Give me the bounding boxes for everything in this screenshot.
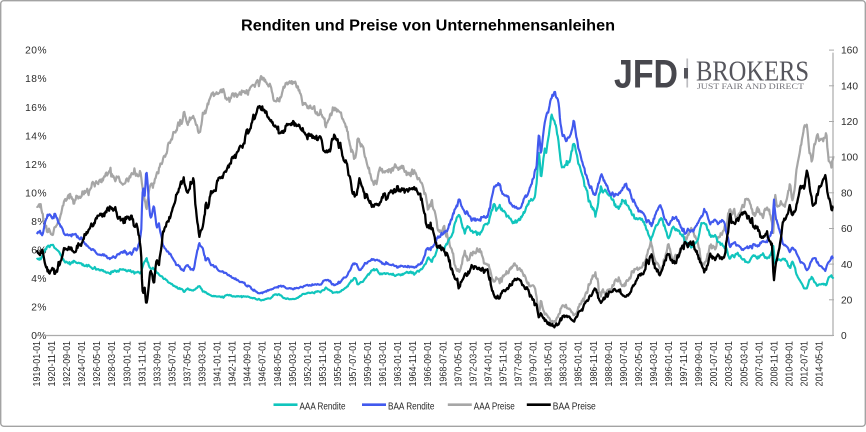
svg-text:JFD: JFD	[614, 53, 678, 97]
svg-text:1941-01-01: 1941-01-01	[213, 341, 224, 387]
svg-text:1935-07-01: 1935-07-01	[167, 341, 178, 387]
svg-text:1992-05-01: 1992-05-01	[634, 341, 645, 387]
svg-text:1974-01-01: 1974-01-01	[483, 341, 494, 387]
svg-text:1997-11-01: 1997-11-01	[679, 341, 690, 387]
svg-text:AAA Rendite: AAA Rendite	[300, 402, 346, 413]
svg-text:1922-09-01: 1922-09-01	[62, 341, 73, 387]
svg-text:1953-11-01: 1953-11-01	[318, 341, 329, 387]
svg-text:2010-09-01: 2010-09-01	[784, 341, 795, 387]
svg-text:1983-03-01: 1983-03-01	[559, 341, 570, 387]
svg-text:40: 40	[841, 260, 853, 271]
svg-text:1920-11-01: 1920-11-01	[47, 341, 58, 387]
svg-text:BAA Preise: BAA Preise	[553, 402, 596, 413]
svg-text:1924-07-01: 1924-07-01	[77, 341, 88, 387]
svg-text:1937-05-01: 1937-05-01	[183, 341, 194, 387]
svg-text:2%: 2%	[31, 303, 47, 314]
svg-text:1952-01-01: 1952-01-01	[303, 341, 314, 387]
svg-text:1944-09-01: 1944-09-01	[243, 341, 254, 387]
svg-text:160: 160	[841, 46, 858, 57]
svg-text:2005-03-01: 2005-03-01	[739, 341, 750, 387]
svg-text:1933-09-01: 1933-09-01	[152, 341, 163, 387]
svg-text:2014-05-01: 2014-05-01	[815, 341, 826, 387]
svg-text:1999-09-01: 1999-09-01	[694, 341, 705, 387]
svg-text:4%: 4%	[31, 274, 47, 285]
svg-text:1948-05-01: 1948-05-01	[273, 341, 284, 387]
svg-text:1928-03-01: 1928-03-01	[107, 341, 118, 387]
svg-text:1972-03-01: 1972-03-01	[468, 341, 479, 387]
svg-text:1977-09-01: 1977-09-01	[514, 341, 525, 387]
svg-text:8%: 8%	[31, 217, 47, 228]
svg-text:2012-07-01: 2012-07-01	[799, 341, 810, 387]
svg-text:80: 80	[841, 188, 853, 199]
svg-text:1996-01-01: 1996-01-01	[664, 341, 675, 387]
svg-text:Renditen und Preise von Untern: Renditen und Preise von Unternehmensanle…	[241, 18, 615, 35]
svg-text:1959-05-01: 1959-05-01	[363, 341, 374, 387]
svg-text:1942-11-01: 1942-11-01	[228, 341, 239, 387]
svg-text:1968-07-01: 1968-07-01	[438, 341, 449, 387]
svg-text:1963-01-01: 1963-01-01	[393, 341, 404, 387]
svg-text:BAA Rendite: BAA Rendite	[388, 402, 435, 413]
svg-text:2003-05-01: 2003-05-01	[724, 341, 735, 387]
svg-text:14%: 14%	[25, 131, 47, 142]
svg-text:1950-03-01: 1950-03-01	[288, 341, 299, 387]
svg-text:18%: 18%	[25, 74, 47, 85]
svg-text:1931-11-01: 1931-11-01	[137, 341, 148, 387]
svg-text:1964-11-01: 1964-11-01	[408, 341, 419, 387]
svg-text:16%: 16%	[25, 103, 47, 114]
svg-text:1961-03-01: 1961-03-01	[378, 341, 389, 387]
svg-text:60: 60	[841, 224, 853, 235]
svg-text:2001-07-01: 2001-07-01	[709, 341, 720, 387]
svg-text:1946-07-01: 1946-07-01	[258, 341, 269, 387]
svg-text:1981-05-01: 1981-05-01	[544, 341, 555, 387]
svg-text:1957-07-01: 1957-07-01	[348, 341, 359, 387]
svg-text:1986-11-01: 1986-11-01	[589, 341, 600, 387]
svg-text:0%: 0%	[31, 331, 47, 342]
svg-text:20%: 20%	[25, 46, 47, 57]
svg-text:140: 140	[841, 81, 858, 92]
svg-text:1985-01-01: 1985-01-01	[574, 341, 585, 387]
svg-text:1979-07-01: 1979-07-01	[529, 341, 540, 387]
svg-text:AAA Preise: AAA Preise	[474, 402, 515, 413]
svg-text:1975-11-01: 1975-11-01	[499, 341, 510, 387]
svg-text:0: 0	[841, 331, 847, 342]
svg-text:1919-01-01: 1919-01-01	[32, 341, 43, 387]
svg-text:BROKERS: BROKERS	[696, 56, 809, 87]
svg-text:1955-09-01: 1955-09-01	[333, 341, 344, 387]
svg-text:1994-03-01: 1994-03-01	[649, 341, 660, 387]
svg-text:2007-01-01: 2007-01-01	[754, 341, 765, 387]
svg-text:6%: 6%	[31, 246, 47, 257]
svg-text:1966-09-01: 1966-09-01	[423, 341, 434, 387]
svg-text:2008-11-01: 2008-11-01	[769, 341, 780, 387]
svg-text:10%: 10%	[25, 188, 47, 199]
svg-text:1990-07-01: 1990-07-01	[619, 341, 630, 387]
svg-text:1930-01-01: 1930-01-01	[122, 341, 133, 387]
svg-text:1926-05-01: 1926-05-01	[92, 341, 103, 387]
svg-text:1988-09-01: 1988-09-01	[604, 341, 615, 387]
svg-text:1970-05-01: 1970-05-01	[453, 341, 464, 387]
svg-text:12%: 12%	[25, 160, 47, 171]
svg-text:120: 120	[841, 117, 858, 128]
svg-text:1939-03-01: 1939-03-01	[198, 341, 209, 387]
svg-text:JUST FAIR AND DIRECT: JUST FAIR AND DIRECT	[697, 81, 805, 91]
svg-text:20: 20	[841, 295, 853, 306]
svg-text:100: 100	[841, 153, 858, 164]
